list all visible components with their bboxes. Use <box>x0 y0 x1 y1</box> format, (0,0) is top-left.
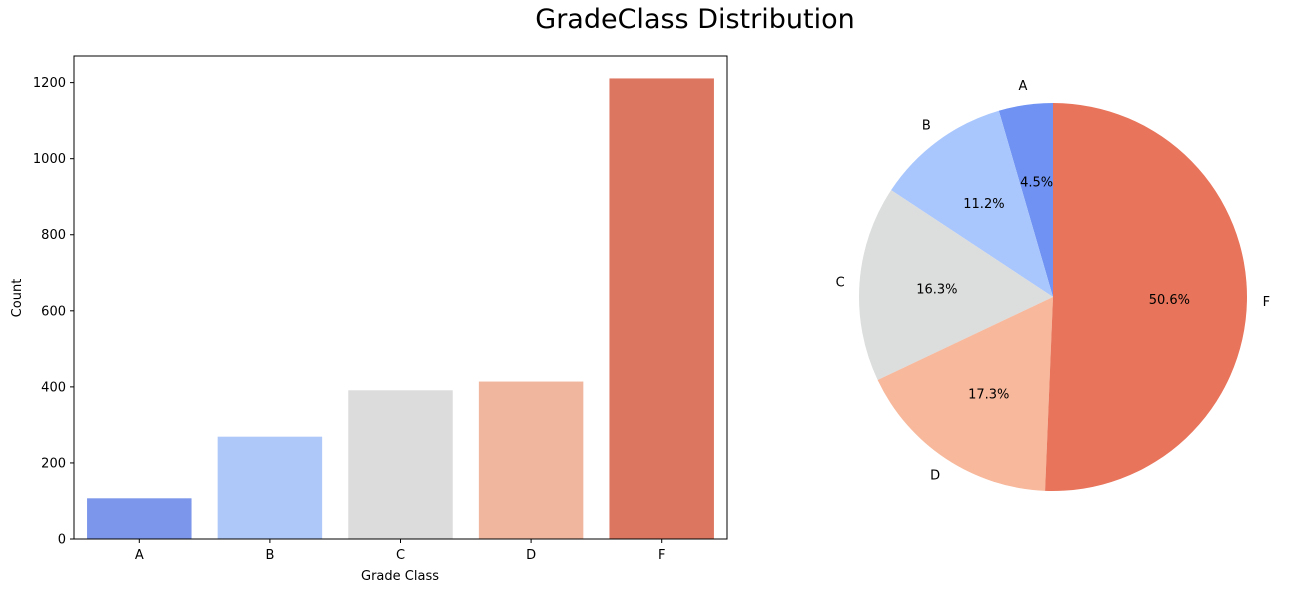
x-tick-label: F <box>658 548 665 563</box>
pie-slice-B <box>891 110 1053 297</box>
pie-slice-C <box>859 190 1053 380</box>
x-tick-label: D <box>526 548 536 563</box>
bar-D <box>478 381 584 539</box>
pie-pct-label: 4.5% <box>1020 175 1053 190</box>
y-tick-label: 200 <box>41 456 66 471</box>
pie-label: D <box>930 468 940 483</box>
pie-pct-label: 16.3% <box>916 282 957 297</box>
pie-label: C <box>836 275 845 290</box>
x-axis-label: Grade Class <box>361 569 439 584</box>
x-tick-label: B <box>265 548 274 563</box>
pie-chart: A 4.5% B 11.2% C 16.3% D 17.3% F 50.6% <box>836 79 1270 492</box>
bar-A <box>87 498 192 539</box>
y-tick-label: 1000 <box>33 152 66 167</box>
y-tick-label: 1200 <box>33 76 66 91</box>
x-tick-label: A <box>135 548 144 563</box>
pie-slice-A <box>998 103 1053 297</box>
pie-pct-label: 11.2% <box>963 197 1004 212</box>
pie-label: F <box>1263 295 1270 310</box>
pie-slice-D <box>877 297 1053 491</box>
y-tick-label: 400 <box>41 380 66 395</box>
pie-label: B <box>922 119 931 134</box>
pie-pct-label: 17.3% <box>968 388 1009 403</box>
chart-title: GradeClass Distribution <box>535 4 855 35</box>
pie-label: A <box>1018 79 1027 94</box>
bar-B <box>217 436 323 539</box>
y-tick-label: 0 <box>58 533 66 548</box>
bar-F <box>609 78 714 539</box>
y-tick-label: 800 <box>41 228 66 243</box>
bar-C <box>348 390 453 539</box>
y-tick-label: 600 <box>41 304 66 319</box>
pie-slice-F <box>1045 103 1248 492</box>
x-tick-label: C <box>396 548 405 563</box>
pie-pct-label: 50.6% <box>1149 293 1190 308</box>
y-axis-label: Count <box>10 279 25 318</box>
